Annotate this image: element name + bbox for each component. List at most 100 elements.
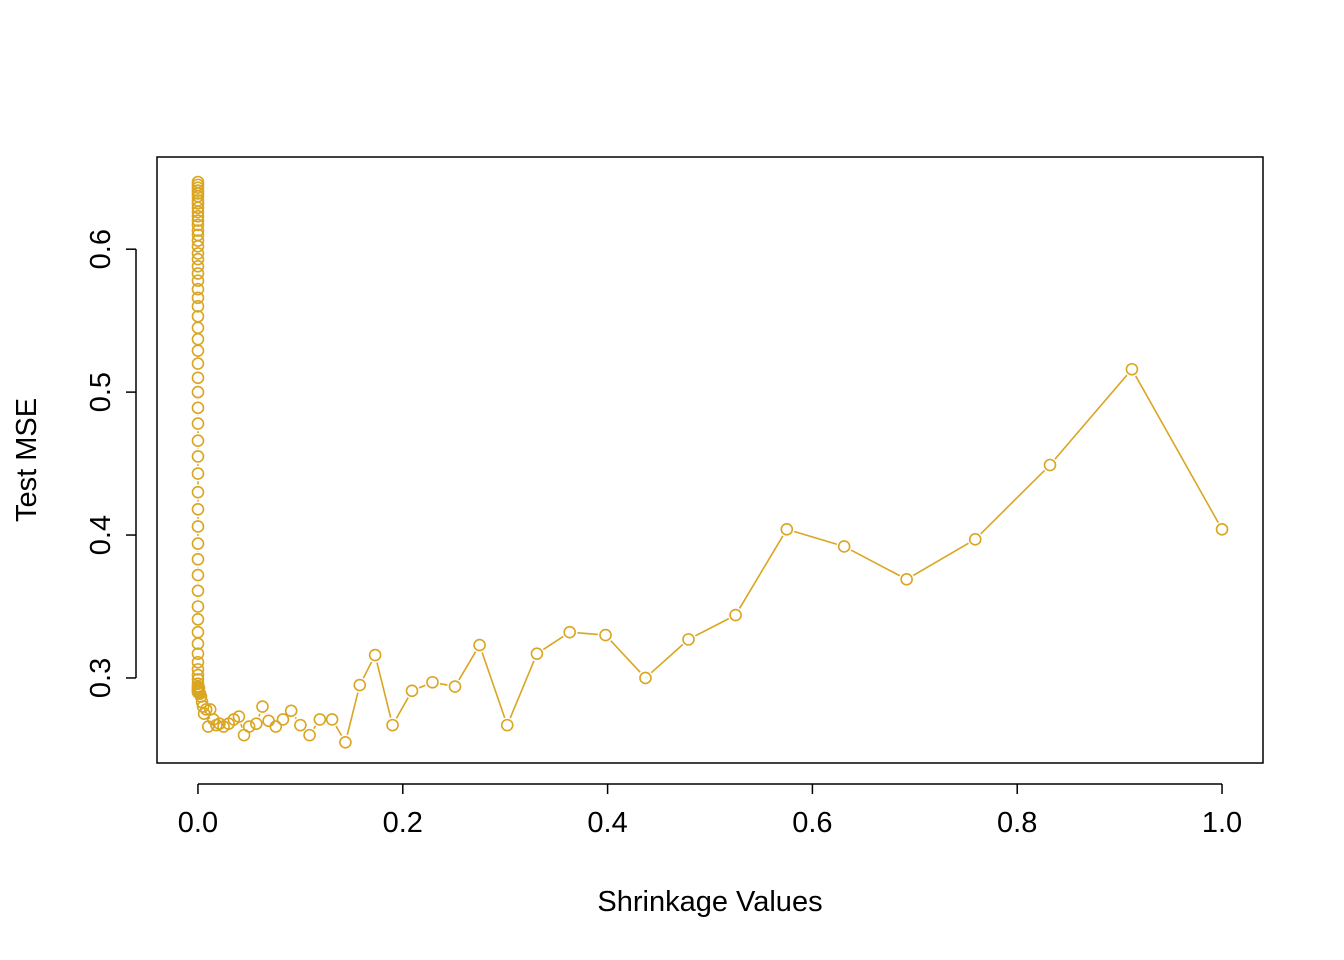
- x-axis: 0.0 0.2 0.4 0.6 0.8 1.0: [178, 783, 1242, 839]
- series-line-segment: [650, 643, 684, 674]
- data-point: [191, 401, 205, 415]
- series-line-segment: [509, 660, 535, 719]
- series-line-segment: [362, 661, 373, 679]
- data-point: [191, 260, 205, 273]
- data-point: [426, 675, 439, 689]
- data-point: [191, 485, 205, 499]
- data-point: [191, 214, 205, 227]
- data-point: [837, 540, 851, 553]
- series-line-segment: [313, 725, 317, 730]
- data-point: [191, 210, 205, 223]
- data-point: [250, 717, 263, 730]
- data-point: [199, 703, 213, 716]
- data-point: [191, 197, 205, 210]
- data-point: [900, 573, 913, 586]
- series-line-segment: [418, 684, 426, 689]
- data-point: [191, 274, 205, 287]
- y-tick-label: 0.6: [85, 229, 117, 269]
- data-marks: [191, 175, 1229, 749]
- series-line-segment: [850, 549, 901, 577]
- data-point: [500, 718, 514, 732]
- data-point: [191, 267, 205, 280]
- data-point: [386, 718, 399, 732]
- data-point: [191, 520, 205, 533]
- data-point: [191, 655, 205, 669]
- y-axis-title: Test MSE: [11, 398, 43, 522]
- series-line-segment: [1134, 375, 1219, 524]
- data-point: [191, 467, 205, 480]
- data-point: [191, 434, 205, 448]
- x-tick-label: 1.0: [1202, 807, 1242, 839]
- series-line-segment: [395, 697, 409, 719]
- x-tick-label: 0.8: [997, 807, 1037, 839]
- data-point: [232, 710, 246, 723]
- data-point: [1215, 523, 1229, 536]
- data-point: [191, 201, 205, 215]
- data-point: [191, 613, 205, 626]
- data-point: [191, 218, 205, 232]
- data-point: [191, 647, 205, 660]
- series-line-segment: [240, 723, 243, 728]
- x-tick-label: 0.2: [383, 807, 423, 839]
- data-point: [968, 533, 982, 546]
- data-point: [473, 638, 486, 652]
- data-point: [448, 680, 462, 693]
- data-point: [191, 385, 205, 399]
- data-point: [191, 300, 205, 313]
- series-line-segment: [294, 716, 297, 720]
- data-point: [191, 332, 205, 346]
- data-point: [191, 637, 205, 650]
- data-point: [191, 321, 205, 335]
- data-point: [191, 568, 205, 582]
- series-line-segment: [439, 682, 448, 686]
- data-point: [196, 700, 210, 713]
- data-point: [530, 647, 544, 660]
- data-point: [1125, 362, 1139, 376]
- series-line-segment: [980, 469, 1046, 535]
- data-point: [262, 714, 275, 728]
- y-axis: 0.3 0.4 0.5 0.6: [85, 229, 137, 698]
- data-point: [191, 291, 205, 305]
- data-point: [191, 417, 205, 430]
- y-tick-label: 0.4: [85, 515, 117, 555]
- series-line-segment: [346, 692, 359, 736]
- data-point: [191, 234, 205, 247]
- data-point: [191, 240, 205, 253]
- data-point: [191, 357, 205, 370]
- series-line-segment: [738, 535, 784, 609]
- data-point: [294, 718, 307, 732]
- data-point: [192, 681, 206, 695]
- x-tick-label: 0.4: [587, 807, 627, 839]
- x-tick-label: 0.0: [178, 807, 218, 839]
- data-point: [191, 252, 205, 266]
- series-line-segment: [335, 725, 343, 737]
- data-point: [191, 663, 205, 676]
- series-line-segment: [1054, 374, 1128, 460]
- data-point: [729, 608, 742, 622]
- data-point: [780, 523, 794, 536]
- series-line-segment: [258, 713, 261, 717]
- data-point: [191, 205, 205, 219]
- series-line-segment: [458, 651, 477, 681]
- series-line-segment: [577, 632, 598, 636]
- data-point: [1043, 458, 1057, 472]
- plot-frame: [156, 156, 1264, 764]
- data-point: [353, 678, 367, 692]
- data-point: [284, 704, 298, 718]
- y-tick-label: 0.5: [85, 372, 117, 412]
- data-point: [276, 713, 290, 726]
- series-line-segment: [694, 617, 730, 637]
- data-point: [682, 633, 695, 646]
- data-point: [325, 713, 339, 726]
- series-line-segment: [610, 640, 641, 673]
- data-point: [405, 684, 419, 698]
- y-tick-label: 0.3: [85, 658, 117, 698]
- series-line-segment: [912, 542, 969, 577]
- data-point: [191, 224, 205, 237]
- data-point: [191, 247, 205, 260]
- data-point: [191, 600, 205, 613]
- data-point: [191, 584, 205, 598]
- series-line-segment: [793, 530, 838, 546]
- data-point: [191, 282, 205, 296]
